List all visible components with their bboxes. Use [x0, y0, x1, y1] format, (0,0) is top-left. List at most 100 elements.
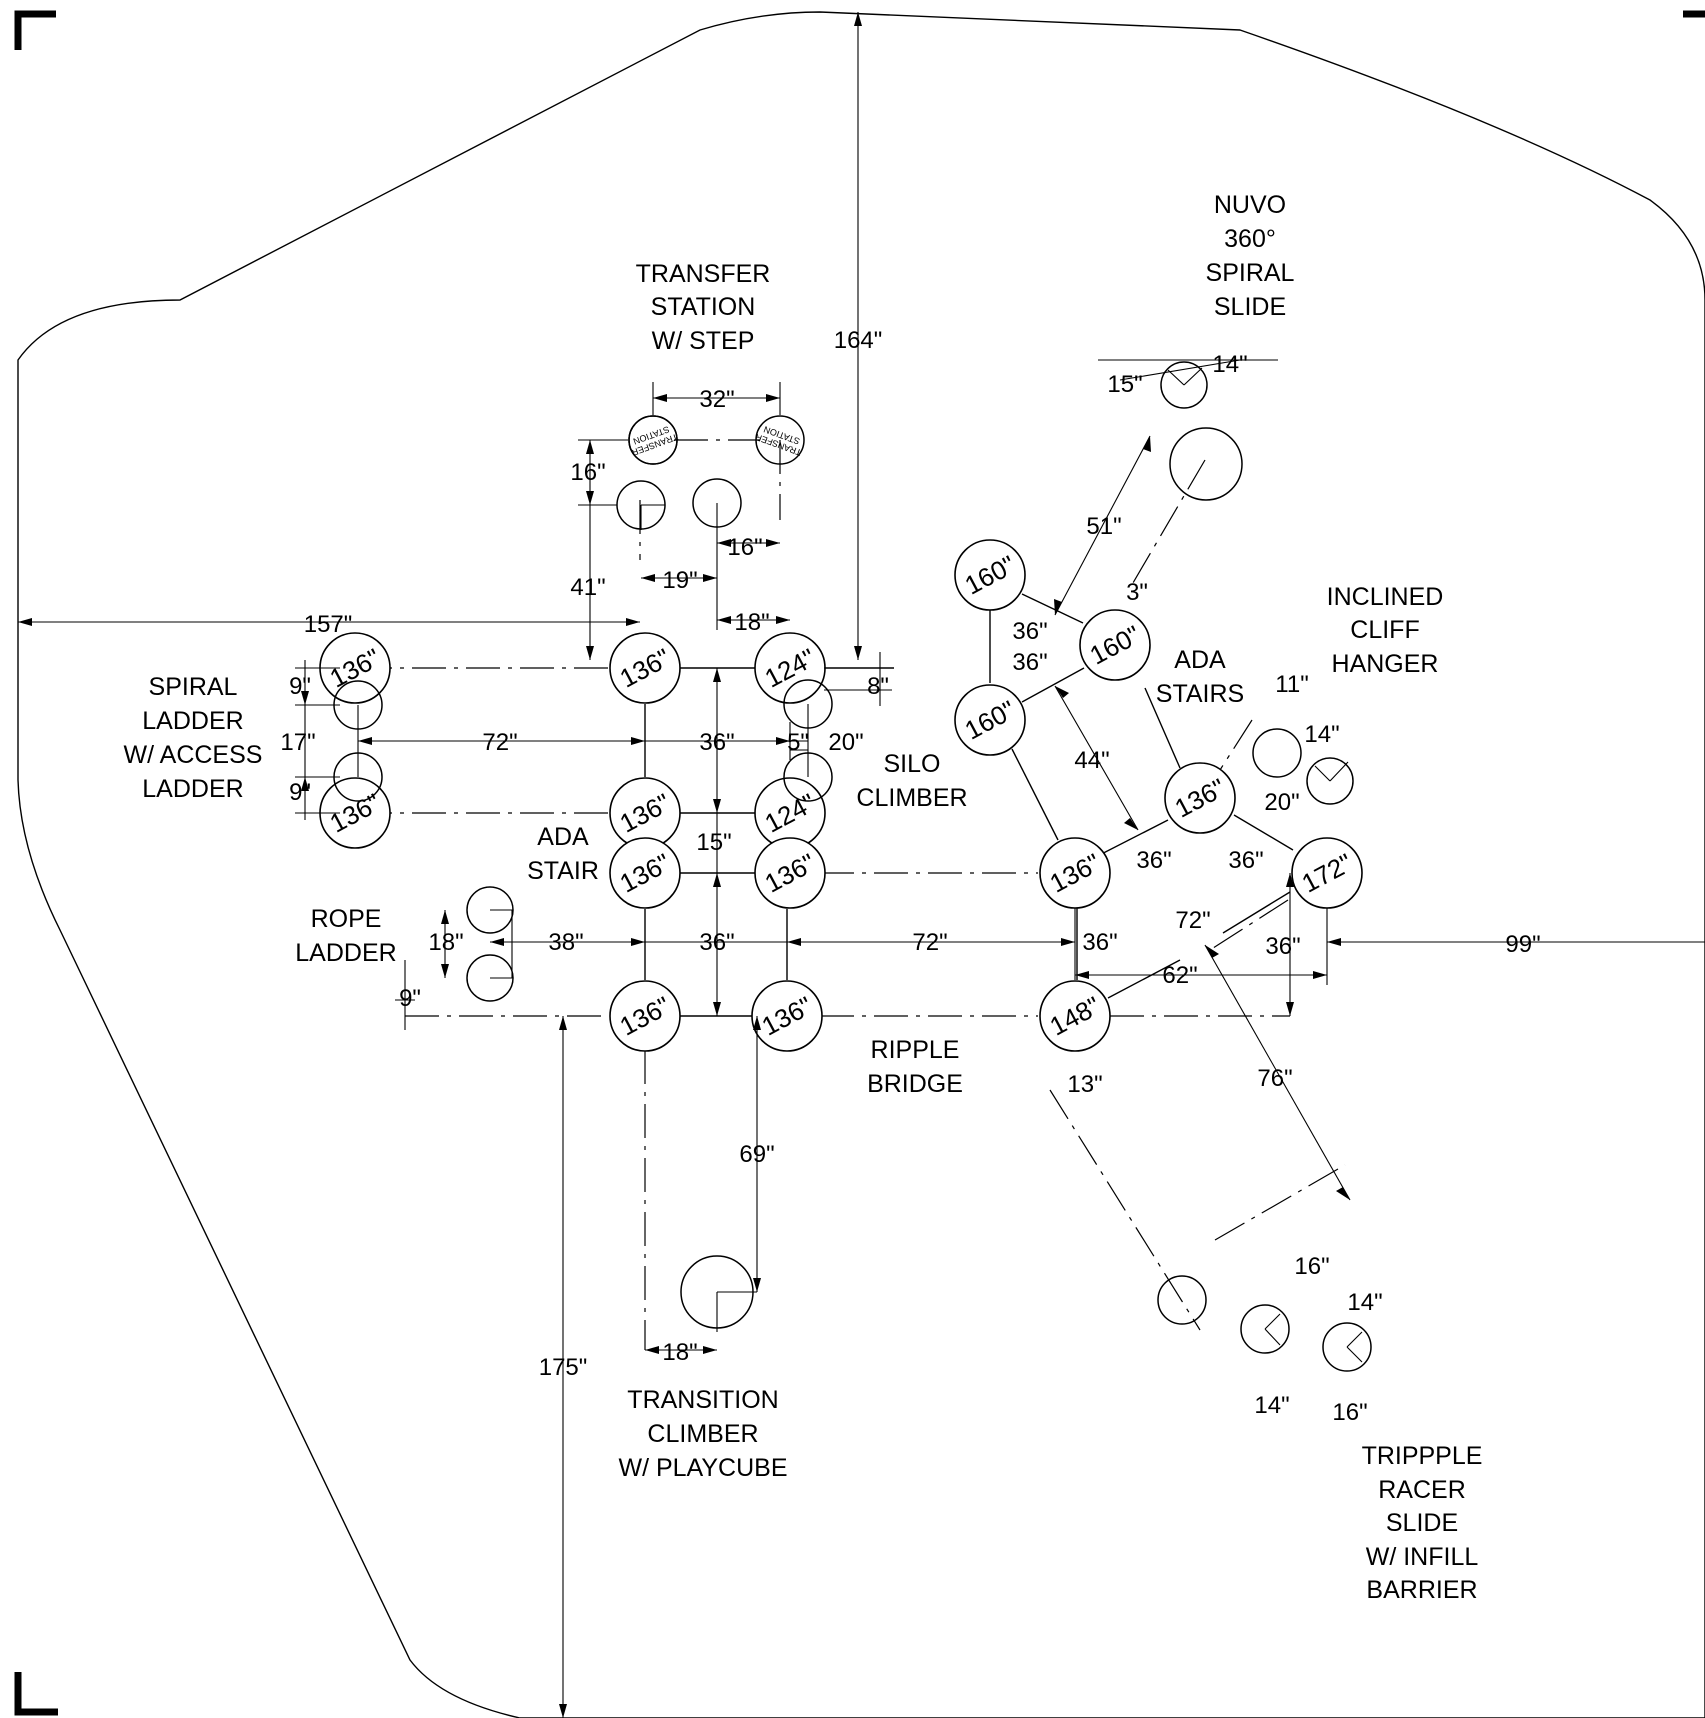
dim-18-top: 18" [734, 609, 769, 636]
svg-text:SPIRAL: SPIRAL [149, 673, 238, 701]
dim-36-d: 36" [1265, 933, 1300, 960]
post [1164, 762, 1236, 834]
label-ada-stair: ADA STAIR [527, 823, 599, 885]
use-zone-boundary [17, 11, 1705, 1718]
dim-14-slide: 14" [1212, 351, 1247, 378]
post [754, 837, 826, 909]
label-spiral-ladder: SPIRAL LADDER W/ ACCESS LADDER [124, 673, 263, 803]
svg-text:W/ PLAYCUBE: W/ PLAYCUBE [618, 1454, 787, 1482]
dim-72-bridge: 72" [912, 929, 947, 956]
svg-text:BARRIER: BARRIER [1366, 1576, 1477, 1604]
dim-14-bottom: 14" [1254, 1392, 1289, 1419]
svg-text:ROPE: ROPE [311, 905, 382, 933]
post [609, 980, 681, 1052]
svg-text:TRANSFER: TRANSFER [636, 260, 771, 288]
dim-3: 3" [1126, 579, 1148, 606]
post [1079, 609, 1151, 681]
dim-69: 69" [739, 1141, 774, 1168]
dim-51: 51" [1086, 513, 1121, 540]
dim-157: 157" [304, 611, 353, 638]
svg-text:STAIRS: STAIRS [1156, 680, 1244, 708]
dim-15-slide: 15" [1107, 371, 1142, 398]
component-ticks [357, 367, 1363, 1363]
dim-9-bottom: 9" [289, 779, 311, 806]
dim-18-transition: 18" [662, 1339, 697, 1366]
dim-175: 175" [539, 1354, 588, 1381]
dimension-texts: 164" 32" 16" 16" 41" 19" 18" 157" 8" 9" … [280, 327, 1540, 1426]
dim-15: 15" [696, 829, 731, 856]
svg-text:W/ STEP: W/ STEP [652, 327, 755, 355]
dim-8: 8" [867, 673, 889, 700]
svg-text:CLIMBER: CLIMBER [856, 784, 967, 812]
dim-44: 44" [1074, 747, 1109, 774]
svg-text:RACER: RACER [1378, 1476, 1466, 1504]
dim-36-diag-2: 36" [1012, 649, 1047, 676]
post [751, 980, 823, 1052]
label-nuvo-slide: NUVO 360° SPIRAL SLIDE [1206, 191, 1295, 321]
dim-9-top: 9" [289, 673, 311, 700]
dim-62: 62" [1162, 962, 1197, 989]
dim-164: 164" [834, 327, 883, 354]
svg-text:ADA: ADA [537, 823, 589, 851]
dim-19: 19" [662, 567, 697, 594]
svg-text:LADDER: LADDER [295, 939, 396, 967]
svg-text:TRANSITION: TRANSITION [627, 1386, 778, 1414]
svg-text:LADDER: LADDER [142, 775, 243, 803]
dim-17: 17" [280, 729, 315, 756]
label-rope-ladder: ROPE LADDER [295, 905, 396, 967]
dim-5: 5" [787, 729, 809, 756]
post-circles [319, 539, 1363, 1052]
label-transition-climber: TRANSITION CLIMBER W/ PLAYCUBE [618, 1386, 787, 1482]
svg-text:360°: 360° [1224, 225, 1276, 253]
transfer-station-tag-left: TRANSFER STATION [628, 415, 679, 465]
post-height-labels: 136" 136" 124" 136" 136" 124" 136" 136" … [325, 549, 1358, 1041]
svg-text:NUVO: NUVO [1214, 191, 1286, 219]
dim-16-left: 16" [570, 459, 605, 486]
dim-16-bottom: 16" [1332, 1399, 1367, 1426]
svg-text:ADA: ADA [1174, 646, 1226, 674]
svg-text:BRIDGE: BRIDGE [867, 1070, 963, 1098]
svg-text:LADDER: LADDER [142, 707, 243, 735]
dim-16-right: 16" [727, 534, 762, 561]
transfer-station-tag-right: TRANSFER STATION [753, 424, 802, 458]
dim-38: 38" [548, 929, 583, 956]
dim-16-slide: 16" [1294, 1253, 1329, 1280]
dim-20-silo: 20" [828, 729, 863, 756]
dim-36-a: 36" [1136, 847, 1171, 874]
post [954, 684, 1026, 756]
dim-41: 41" [570, 574, 605, 601]
svg-text:INCLINED: INCLINED [1327, 583, 1444, 611]
dim-13: 13" [1067, 1071, 1102, 1098]
svg-text:SILO: SILO [884, 750, 941, 778]
post [954, 539, 1026, 611]
dim-36-c: 36" [1082, 929, 1117, 956]
svg-text:STATION: STATION [651, 293, 756, 321]
svg-text:RIPPLE: RIPPLE [871, 1036, 960, 1064]
dim-36-deck: 36" [699, 729, 734, 756]
label-inclined-cliff-hanger: INCLINED CLIFF HANGER [1327, 583, 1444, 678]
dim-9-rope: 9" [399, 985, 421, 1012]
svg-text:CLIMBER: CLIMBER [647, 1420, 758, 1448]
label-transfer-station: TRANSFER STATION W/ STEP [636, 260, 771, 355]
dimension-lines [18, 12, 1705, 1718]
svg-text:W/ INFILL: W/ INFILL [1366, 1543, 1479, 1571]
post [609, 632, 681, 704]
svg-text:SPIRAL: SPIRAL [1206, 259, 1295, 287]
svg-text:STAIR: STAIR [527, 857, 599, 885]
svg-text:SLIDE: SLIDE [1386, 1509, 1458, 1537]
dim-36-b: 36" [1228, 847, 1263, 874]
dim-11: 11" [1275, 671, 1308, 698]
dim-36-lower: 36" [699, 929, 734, 956]
label-tripple-racer-slide: TRIPPPLE RACER SLIDE W/ INFILL BARRIER [1362, 1442, 1483, 1604]
dim-14-cliff: 14" [1304, 721, 1339, 748]
label-ada-stairs: ADA STAIRS [1156, 646, 1244, 708]
svg-text:HANGER: HANGER [1332, 650, 1439, 678]
label-silo-climber: SILO CLIMBER [856, 750, 967, 812]
svg-text:TRIPPPLE: TRIPPPLE [1362, 1442, 1483, 1470]
dim-32: 32" [699, 386, 734, 413]
dim-72-spiral: 72" [482, 729, 517, 756]
post [1039, 980, 1111, 1052]
label-ripple-bridge: RIPPLE BRIDGE [867, 1036, 963, 1098]
svg-text:W/ ACCESS: W/ ACCESS [124, 741, 263, 769]
